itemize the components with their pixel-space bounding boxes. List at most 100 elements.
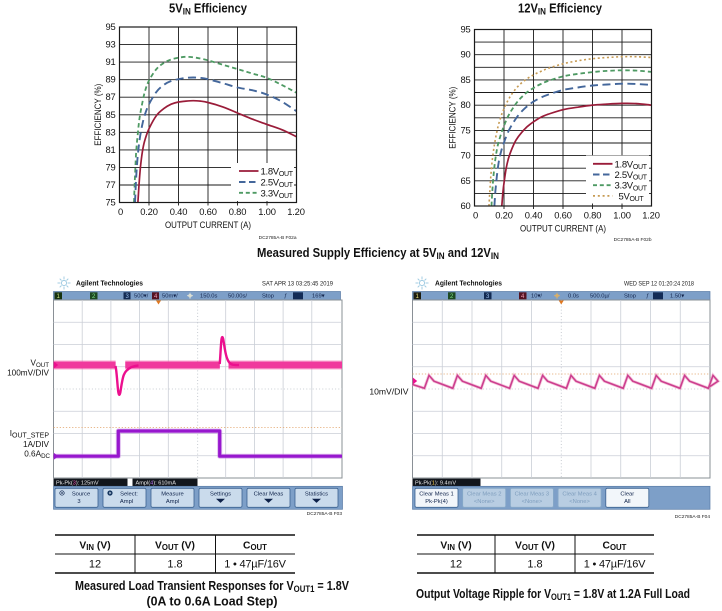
svg-text:91: 91 <box>105 56 115 67</box>
svg-text:1.8VOUT: 1.8VOUT <box>261 167 294 179</box>
svg-text:90: 90 <box>460 49 470 60</box>
svg-text:65: 65 <box>460 175 470 186</box>
svg-text:1.8: 1.8 <box>167 559 182 571</box>
svg-text:1.20: 1.20 <box>642 210 659 221</box>
svg-text:Agilent Technologies: Agilent Technologies <box>435 281 502 288</box>
svg-text:150.0s: 150.0s <box>200 294 218 300</box>
svg-text:83: 83 <box>105 126 115 137</box>
svg-text:EFFICIENCY (%): EFFICIENCY (%) <box>448 87 458 149</box>
svg-text:100mV/DIV: 100mV/DIV <box>7 369 49 378</box>
svg-text:2.5VOUT: 2.5VOUT <box>615 170 648 182</box>
svg-text:12: 12 <box>450 559 462 571</box>
svg-text:0.20: 0.20 <box>140 206 157 217</box>
svg-text:Pk-Pk(1): 9.4mV: Pk-Pk(1): 9.4mV <box>415 480 456 486</box>
svg-text:Pk-Pk(4): Pk-Pk(4) <box>425 499 448 505</box>
svg-text:Clear Meas: Clear Meas <box>254 491 284 497</box>
svg-text:VIN (V): VIN (V) <box>440 541 471 553</box>
svg-text:1.8: 1.8 <box>527 559 542 571</box>
svg-text:5VOUT: 5VOUT <box>619 191 645 203</box>
svg-text:Measure: Measure <box>161 491 184 497</box>
svg-text:Clear Meas 2: Clear Meas 2 <box>467 491 501 497</box>
svg-text:VOUT (V): VOUT (V) <box>515 541 555 553</box>
svg-text:Settings: Settings <box>210 491 231 497</box>
svg-text:0.60: 0.60 <box>554 210 571 221</box>
svg-text:85: 85 <box>460 74 470 85</box>
svg-text:OUTPUT CURRENT (A): OUTPUT CURRENT (A) <box>165 220 251 230</box>
svg-text:3: 3 <box>77 499 80 505</box>
svg-text:Clear: Clear <box>620 491 634 497</box>
svg-text:Output Voltage Ripple for VOUT: Output Voltage Ripple for VOUT1 = 1.8V a… <box>416 587 690 602</box>
svg-text:79: 79 <box>105 161 115 172</box>
svg-text:4: 4 <box>154 294 158 300</box>
svg-text:Pk-Pk(3): 125mV: Pk-Pk(3): 125mV <box>56 480 99 486</box>
svg-text:DC2785A-B F04: DC2785A-B F04 <box>675 514 711 520</box>
svg-text:ƒ: ƒ <box>646 294 649 300</box>
svg-text:0.80: 0.80 <box>584 210 601 221</box>
svg-text:Measured Supply Efficiency at: Measured Supply Efficiency at 5VIN and 1… <box>257 246 499 261</box>
svg-text:EFFICIENCY (%): EFFICIENCY (%) <box>93 84 103 146</box>
svg-text:10mV/DIV: 10mV/DIV <box>369 387 408 397</box>
svg-text:SAT APR 13 03:25:45 2019: SAT APR 13 03:25:45 2019 <box>262 282 334 288</box>
svg-text:93: 93 <box>105 39 115 50</box>
svg-text:3.3VOUT: 3.3VOUT <box>615 181 648 193</box>
svg-text:1.00: 1.00 <box>613 210 630 221</box>
svg-text:85: 85 <box>105 109 115 120</box>
svg-text:3: 3 <box>126 294 130 300</box>
svg-text:VOUT (V): VOUT (V) <box>155 541 195 553</box>
svg-text:1A/DIV: 1A/DIV <box>23 440 49 449</box>
svg-text:95: 95 <box>460 24 470 35</box>
svg-text:2.5VOUT: 2.5VOUT <box>261 178 294 190</box>
svg-text:0.80: 0.80 <box>229 206 246 217</box>
svg-text:DC2785A-B F03: DC2785A-B F03 <box>307 511 343 517</box>
svg-text:95: 95 <box>105 21 115 32</box>
svg-text:ƒ: ƒ <box>284 294 287 300</box>
svg-text:2: 2 <box>450 294 454 300</box>
svg-text:All: All <box>624 499 630 505</box>
svg-text:Agilent Technologies: Agilent Technologies <box>76 281 143 288</box>
svg-text:60: 60 <box>460 200 470 211</box>
svg-text:89: 89 <box>105 74 115 85</box>
svg-text:50m▾/: 50m▾/ <box>162 294 178 300</box>
svg-text:Clear Meas 4: Clear Meas 4 <box>562 491 597 497</box>
svg-text:0.40: 0.40 <box>170 206 187 217</box>
svg-text:IOUT_STEP: IOUT_STEP <box>10 429 50 440</box>
svg-text:VOUT: VOUT <box>30 359 49 369</box>
svg-text:VIN (V): VIN (V) <box>79 541 110 553</box>
svg-text:2: 2 <box>92 294 96 300</box>
svg-text:1 • 47µF/16V: 1 • 47µF/16V <box>584 559 646 571</box>
svg-text:500.0µ/: 500.0µ/ <box>590 294 610 300</box>
svg-text:3.3VOUT: 3.3VOUT <box>261 188 294 200</box>
svg-text:COUT: COUT <box>603 541 627 553</box>
svg-text:0.20: 0.20 <box>495 210 512 221</box>
svg-text:12: 12 <box>89 559 101 571</box>
svg-text:<None>: <None> <box>569 499 590 505</box>
svg-text:75: 75 <box>460 124 470 135</box>
svg-text:75: 75 <box>105 197 115 208</box>
svg-text:0.60: 0.60 <box>199 206 216 217</box>
svg-text:Ampl: Ampl <box>120 499 133 505</box>
svg-text:0.0s: 0.0s <box>568 294 579 300</box>
svg-text:1.00: 1.00 <box>258 206 275 217</box>
svg-text:WED SEP 12 01:20:24 2018: WED SEP 12 01:20:24 2018 <box>624 282 695 288</box>
svg-text:169▾: 169▾ <box>312 294 325 300</box>
svg-text:0.6ADC: 0.6ADC <box>24 450 50 460</box>
svg-text:50.00s/: 50.00s/ <box>228 294 247 300</box>
svg-text:1: 1 <box>57 294 61 300</box>
svg-text:500▾/: 500▾/ <box>134 294 149 300</box>
svg-text:Statistics: Statistics <box>305 491 328 497</box>
svg-text:Source: Source <box>72 491 90 497</box>
svg-text:Clear Meas 1: Clear Meas 1 <box>419 491 453 497</box>
svg-text:(0A to 0.6A Load Step): (0A to 0.6A Load Step) <box>147 595 278 609</box>
svg-text:0.40: 0.40 <box>525 210 542 221</box>
svg-text:Clear Meas 3: Clear Meas 3 <box>515 491 549 497</box>
svg-text:1: 1 <box>416 294 420 300</box>
svg-text:Select:: Select: <box>120 491 138 497</box>
svg-text:Measured Load Transient Respon: Measured Load Transient Responses for VO… <box>75 579 350 594</box>
svg-text:87: 87 <box>105 91 115 102</box>
svg-text:COUT: COUT <box>243 541 267 553</box>
svg-text:0: 0 <box>118 206 123 217</box>
svg-text:4: 4 <box>521 294 525 300</box>
svg-text:Stop: Stop <box>262 294 274 300</box>
svg-text:10▾/: 10▾/ <box>531 294 542 300</box>
svg-text:Stop: Stop <box>624 294 636 300</box>
